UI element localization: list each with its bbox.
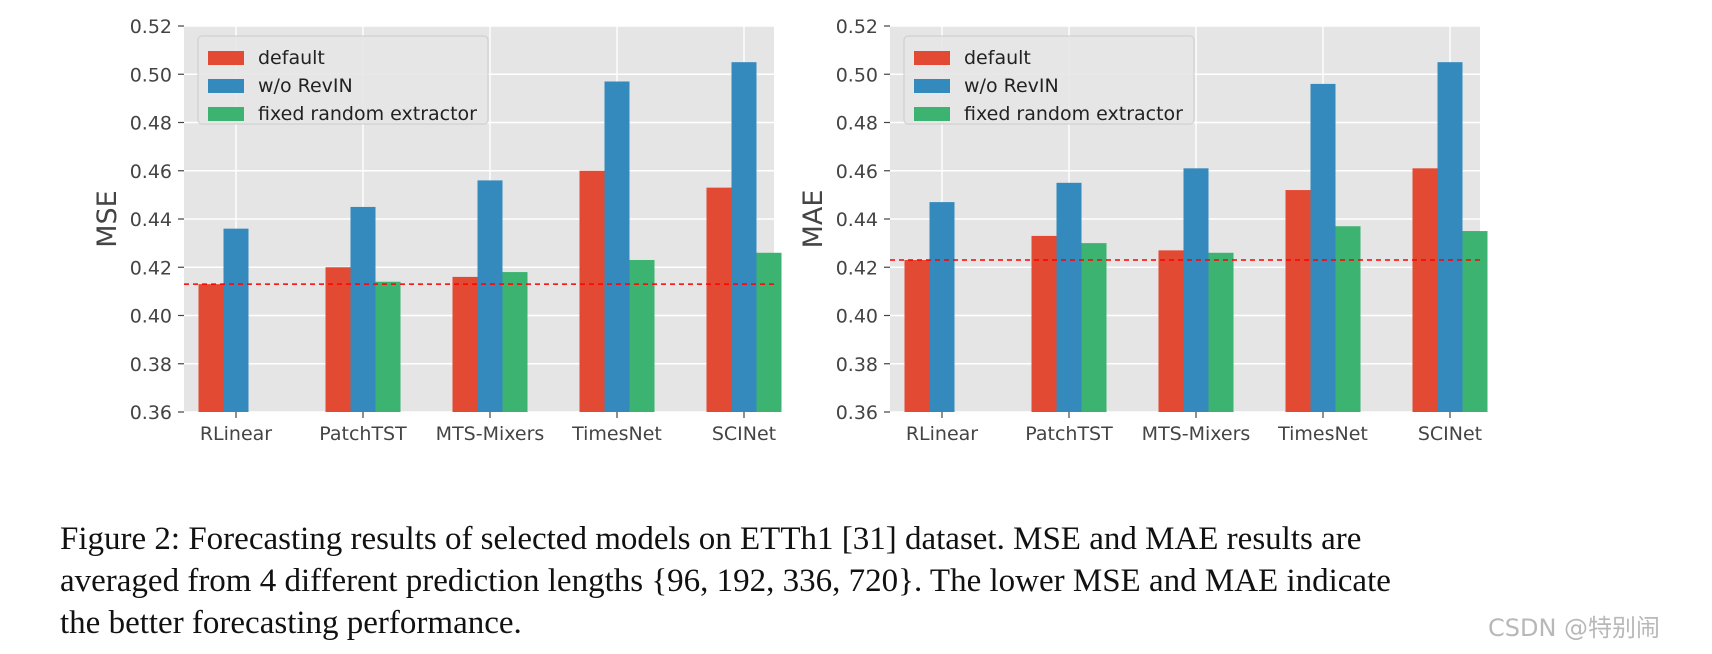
- chart-mse-bar-default: [452, 276, 478, 412]
- chart-mse-legend-box: [197, 35, 489, 125]
- chart-mae-bar-fixed-random-extractor: [1208, 252, 1234, 412]
- chart-mae-ylabel: MAE: [798, 190, 829, 249]
- chart-mae-bar-default: [904, 260, 930, 412]
- chart-mse-bar-default: [706, 187, 732, 412]
- chart-mse-ytick-label: 0.40: [130, 306, 172, 328]
- caption-line-3: the better forecasting performance.: [60, 605, 522, 641]
- chart-mse-bar-default: [579, 170, 605, 412]
- chart-mae-bar-w-o-revin: [1310, 83, 1336, 413]
- chart-mse-xtick-label: RLinear: [200, 423, 272, 445]
- chart-mse-xtick-label: MTS-Mixers: [436, 423, 545, 445]
- chart-mae-ytick-label: 0.52: [836, 16, 878, 38]
- watermark: CSDN @特别闹: [1488, 614, 1661, 642]
- chart-mae-legend-swatch-w-o-revin: [914, 79, 950, 93]
- chart-mse-bar-default: [198, 284, 224, 412]
- chart-mse-legend-label: default: [258, 47, 325, 69]
- chart-mse-bar-w-o-revin: [350, 206, 376, 412]
- chart-mae-ytick-label: 0.40: [836, 306, 878, 328]
- chart-mse-legend-swatch-w-o-revin: [208, 79, 244, 93]
- chart-mse: 0.36 0.38 0.40 0.42 0.44 0.46 0.48 0.50 0.52 RLin…: [92, 16, 782, 445]
- caption-line-2: averaged from 4 different prediction len…: [60, 563, 1391, 599]
- chart-mse-ytick-label: 0.44: [130, 209, 172, 231]
- chart-mae-legend-box: [903, 35, 1195, 125]
- chart-mse-ytick-label: 0.46: [130, 161, 172, 183]
- chart-mae-legend-label: default: [964, 47, 1031, 69]
- chart-mae-bar-fixed-random-extractor: [1081, 243, 1107, 412]
- chart-mae-ytick-label: 0.44: [836, 209, 878, 231]
- chart-mae-bar-fixed-random-extractor: [1335, 226, 1361, 412]
- chart-mae-ytick-label: 0.36: [836, 402, 878, 424]
- chart-mse-xtick-label: TimesNet: [571, 423, 662, 445]
- chart-mae-bar-default: [1412, 168, 1438, 412]
- chart-mse-xtick-label: SCINet: [712, 423, 776, 445]
- chart-mae-legend: default w/o RevIN fixed random extractor: [903, 35, 1195, 125]
- chart-mse-ytick-label: 0.42: [130, 257, 172, 279]
- chart-mae-xtick-label: MTS-Mixers: [1142, 423, 1251, 445]
- chart-mae-bar-w-o-revin: [1437, 62, 1463, 412]
- chart-mse-legend-label: fixed random extractor: [258, 103, 477, 125]
- chart-mae-bar-default: [1031, 235, 1057, 412]
- chart-mse-bar-w-o-revin: [223, 228, 249, 412]
- chart-mae-xtick-label: TimesNet: [1277, 423, 1368, 445]
- chart-mse-ytick-label: 0.38: [130, 354, 172, 376]
- chart-mse-ytick-label: 0.52: [130, 16, 172, 38]
- chart-mae-ytick-label: 0.48: [836, 113, 878, 135]
- chart-mse-bar-w-o-revin: [477, 180, 503, 412]
- chart-mae-legend-label: w/o RevIN: [964, 75, 1059, 97]
- chart-mse-legend-swatch-default: [208, 51, 244, 65]
- chart-mae-bar-default: [1285, 190, 1311, 412]
- chart-mse-xtick-label: PatchTST: [319, 423, 407, 445]
- chart-mae-bar-w-o-revin: [1183, 168, 1209, 412]
- chart-mse-bar-fixed-random-extractor: [629, 260, 655, 412]
- chart-mse-ylabel: MSE: [92, 190, 123, 248]
- chart-mse-bar-fixed-random-extractor: [756, 252, 782, 412]
- chart-mse-legend-label: w/o RevIN: [258, 75, 353, 97]
- chart-mse-bar-w-o-revin: [604, 81, 630, 413]
- chart-mae-xtick-label: SCINet: [1418, 423, 1482, 445]
- figure-caption: Figure 2: Forecasting results of selecte…: [60, 518, 1660, 644]
- figure-charts: 0.36 0.38 0.40 0.42 0.44 0.46 0.48 0.50 0.52 RLin…: [92, 16, 1488, 445]
- chart-mae-ytick-label: 0.46: [836, 161, 878, 183]
- chart-mae-bar-fixed-random-extractor: [1462, 231, 1488, 412]
- chart-mae-ytick-label: 0.38: [836, 354, 878, 376]
- chart-mse-bar-w-o-revin: [731, 62, 757, 412]
- chart-mae-legend-swatch-default: [914, 51, 950, 65]
- chart-mse-bar-default: [325, 267, 351, 412]
- chart-mae-xtick-label: PatchTST: [1025, 423, 1113, 445]
- chart-mse-bar-fixed-random-extractor: [502, 272, 528, 412]
- chart-mae-ytick-label: 0.50: [836, 64, 878, 86]
- chart-mae-ytick-label: 0.42: [836, 257, 878, 279]
- chart-mse-legend-swatch-fixed-random-extractor: [208, 107, 244, 121]
- caption-line-1: Figure 2: Forecasting results of selecte…: [60, 521, 1362, 557]
- chart-mse-bar-fixed-random-extractor: [375, 281, 401, 412]
- chart-mse-ytick-label: 0.50: [130, 64, 172, 86]
- chart-mse-legend: default w/o RevIN fixed random extractor: [197, 35, 489, 125]
- chart-mae-legend-swatch-fixed-random-extractor: [914, 107, 950, 121]
- chart-mae-bar-default: [1158, 250, 1184, 412]
- chart-mae-bar-w-o-revin: [929, 202, 955, 412]
- chart-mse-ytick-label: 0.48: [130, 113, 172, 135]
- chart-mae-legend-label: fixed random extractor: [964, 103, 1183, 125]
- chart-mae-bar-w-o-revin: [1056, 182, 1082, 412]
- chart-mse-ytick-label: 0.36: [130, 402, 172, 424]
- chart-mae-xtick-label: RLinear: [906, 423, 978, 445]
- chart-mae: 0.36 0.38 0.40 0.42 0.44 0.46 0.48 0.50 0.52 RLin…: [798, 16, 1488, 445]
